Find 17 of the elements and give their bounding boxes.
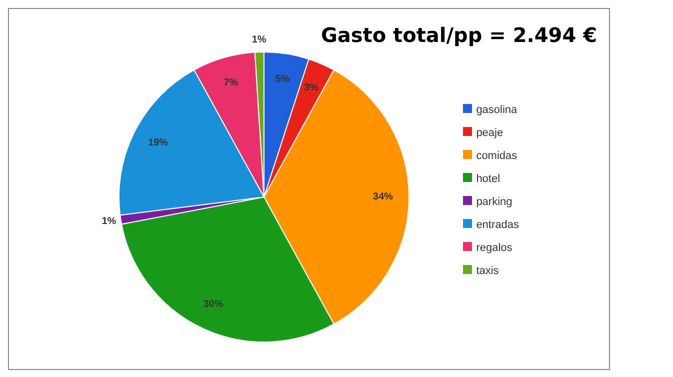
legend-label: gasolina	[476, 104, 518, 116]
data-label: 1%	[252, 34, 266, 46]
chart-title: Gasto total/pp = 2.494 €	[320, 23, 597, 47]
legend-label: regalos	[476, 242, 512, 254]
data-label: 1%	[102, 216, 116, 228]
data-label: 3%	[304, 82, 319, 94]
data-label: 19%	[148, 138, 168, 149]
data-label: 5%	[275, 74, 290, 86]
data-label: 30%	[203, 299, 224, 310]
legend-label: peaje	[476, 127, 504, 139]
data-label: 34%	[372, 192, 394, 202]
legend-label: entradas	[476, 219, 519, 231]
legend-label: parking	[476, 196, 512, 208]
legend-label: taxis	[476, 265, 499, 277]
legend-label: hotel	[476, 173, 500, 185]
data-label: 7%	[224, 77, 238, 88]
legend-label: comidas	[476, 150, 518, 162]
